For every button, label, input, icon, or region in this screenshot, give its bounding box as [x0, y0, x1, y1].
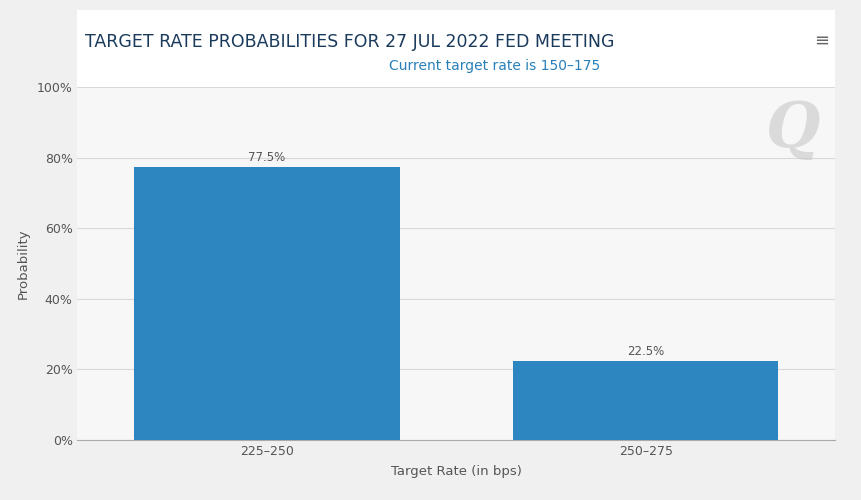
- Text: Q: Q: [766, 99, 821, 160]
- Text: TARGET RATE PROBABILITIES FOR 27 JUL 2022 FED MEETING: TARGET RATE PROBABILITIES FOR 27 JUL 202…: [85, 33, 615, 51]
- Bar: [134, 166, 400, 440]
- Text: 22.5%: 22.5%: [627, 345, 665, 358]
- Text: 77.5%: 77.5%: [248, 151, 286, 164]
- Text: Current target rate is 150–175: Current target rate is 150–175: [388, 60, 600, 74]
- Bar: [513, 360, 778, 440]
- Y-axis label: Probability: Probability: [17, 228, 30, 299]
- X-axis label: Target Rate (in bps): Target Rate (in bps): [391, 465, 522, 478]
- Text: ≡: ≡: [814, 32, 829, 50]
